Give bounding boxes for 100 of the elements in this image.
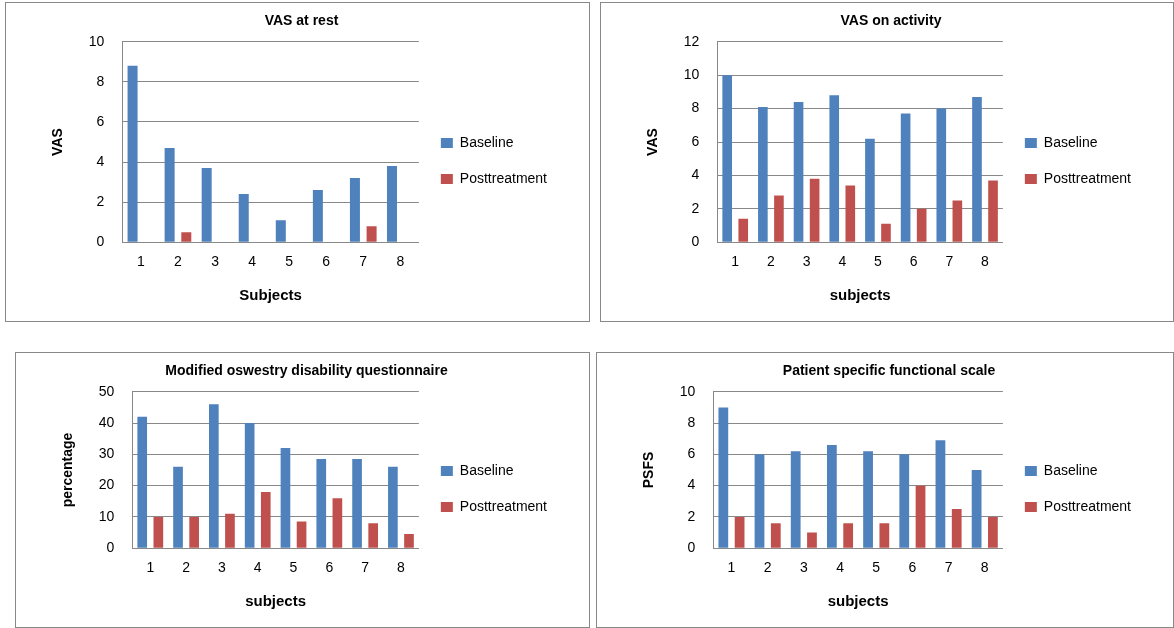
x-tick-label: 3	[799, 559, 808, 576]
x-axis-title: subjects	[827, 592, 889, 610]
legend-label: Baseline	[1043, 461, 1098, 478]
bar	[332, 498, 343, 548]
bar	[189, 516, 199, 548]
x-tick-label: 6	[909, 253, 918, 270]
x-tick-label: 3	[211, 253, 220, 270]
x-axis-title: subjects	[245, 592, 307, 610]
y-tick-label: 4	[96, 152, 105, 169]
bar	[280, 448, 291, 548]
y-tick-label: 0	[96, 233, 105, 250]
x-tick-label: 2	[763, 559, 772, 576]
y-axis-title: VAS	[644, 128, 661, 156]
x-tick-label: 2	[767, 253, 775, 270]
bar	[312, 190, 323, 242]
x-tick-label: 2	[174, 253, 183, 270]
y-tick-label: 6	[96, 112, 105, 129]
bar	[881, 223, 891, 242]
x-tick-label: 8	[980, 559, 989, 576]
y-tick-label: 8	[687, 413, 696, 430]
bar	[404, 534, 414, 548]
x-tick-label: 2	[182, 559, 191, 576]
y-tick-label: 30	[98, 445, 115, 462]
y-tick-label: 4	[687, 476, 696, 493]
x-tick-label: 3	[218, 559, 226, 576]
y-tick-label: 20	[98, 476, 115, 493]
x-tick-label: 4	[836, 559, 845, 576]
bar	[972, 96, 982, 242]
bar	[936, 108, 947, 242]
y-tick-label: 0	[106, 539, 115, 556]
y-tick-label: 6	[691, 132, 700, 149]
bar	[352, 459, 362, 548]
bar	[809, 178, 820, 242]
x-axis-title: Subjects	[239, 286, 302, 304]
bar	[225, 513, 235, 548]
bar	[900, 113, 911, 242]
y-tick-label: 40	[98, 413, 115, 430]
y-tick-label: 2	[691, 199, 700, 216]
bar	[843, 523, 854, 548]
bar	[754, 454, 765, 548]
bar	[988, 516, 998, 548]
x-tick-label: 7	[945, 253, 954, 270]
bar	[865, 138, 875, 242]
legend-label: Posttreatment	[459, 169, 548, 186]
x-tick-label: 5	[289, 559, 298, 576]
bar	[951, 509, 962, 548]
bar	[137, 416, 148, 548]
bar	[127, 65, 138, 242]
y-tick-label: 10	[683, 66, 700, 83]
bar	[722, 75, 732, 242]
legend-label: Baseline	[459, 133, 514, 150]
bar	[209, 404, 219, 548]
y-tick-label: 12	[683, 32, 700, 49]
x-tick-label: 1	[727, 559, 736, 576]
bar	[971, 470, 982, 548]
bar	[201, 168, 212, 242]
bar	[879, 523, 890, 548]
y-tick-label: 2	[687, 507, 696, 524]
x-tick-label: 8	[396, 253, 405, 270]
bar	[952, 200, 963, 242]
legend-label: Posttreatment	[1043, 169, 1132, 186]
chart-title: Modified oswestry disability questionnaire	[165, 362, 448, 379]
bar	[899, 454, 910, 548]
x-tick-label: 1	[146, 559, 155, 576]
bar	[807, 532, 817, 548]
legend-label: Posttreatment	[459, 497, 548, 514]
bar	[826, 444, 837, 548]
x-tick-label: 1	[137, 253, 145, 270]
y-tick-label: 10	[88, 32, 105, 49]
bar	[260, 491, 271, 548]
bar	[738, 218, 749, 242]
bar	[718, 407, 729, 548]
bar	[793, 101, 804, 242]
bar	[915, 485, 926, 548]
legend-label: Baseline	[1043, 133, 1098, 150]
y-tick-label: 4	[691, 166, 700, 183]
bar	[164, 148, 175, 242]
bar	[244, 423, 255, 548]
x-tick-label: 1	[731, 253, 740, 270]
bar	[916, 208, 927, 242]
y-tick-label: 0	[691, 233, 700, 250]
bar	[988, 180, 998, 242]
bar	[366, 226, 377, 242]
y-axis-title: percentage	[59, 432, 76, 508]
bar	[296, 521, 307, 548]
y-tick-label: 2	[96, 192, 105, 209]
bar	[734, 516, 745, 548]
x-tick-label: 4	[248, 253, 257, 270]
x-tick-label: 7	[361, 559, 370, 576]
chart-title: Patient specific functional scale	[782, 362, 996, 379]
bar	[349, 178, 360, 242]
x-tick-label: 5	[874, 253, 883, 270]
y-axis-title: VAS	[49, 128, 66, 156]
x-tick-label: 5	[285, 253, 294, 270]
bar	[863, 451, 873, 548]
bar	[316, 459, 327, 548]
y-tick-label: 10	[679, 382, 696, 399]
bar	[238, 194, 249, 242]
bar	[388, 466, 398, 548]
bar	[153, 516, 164, 548]
